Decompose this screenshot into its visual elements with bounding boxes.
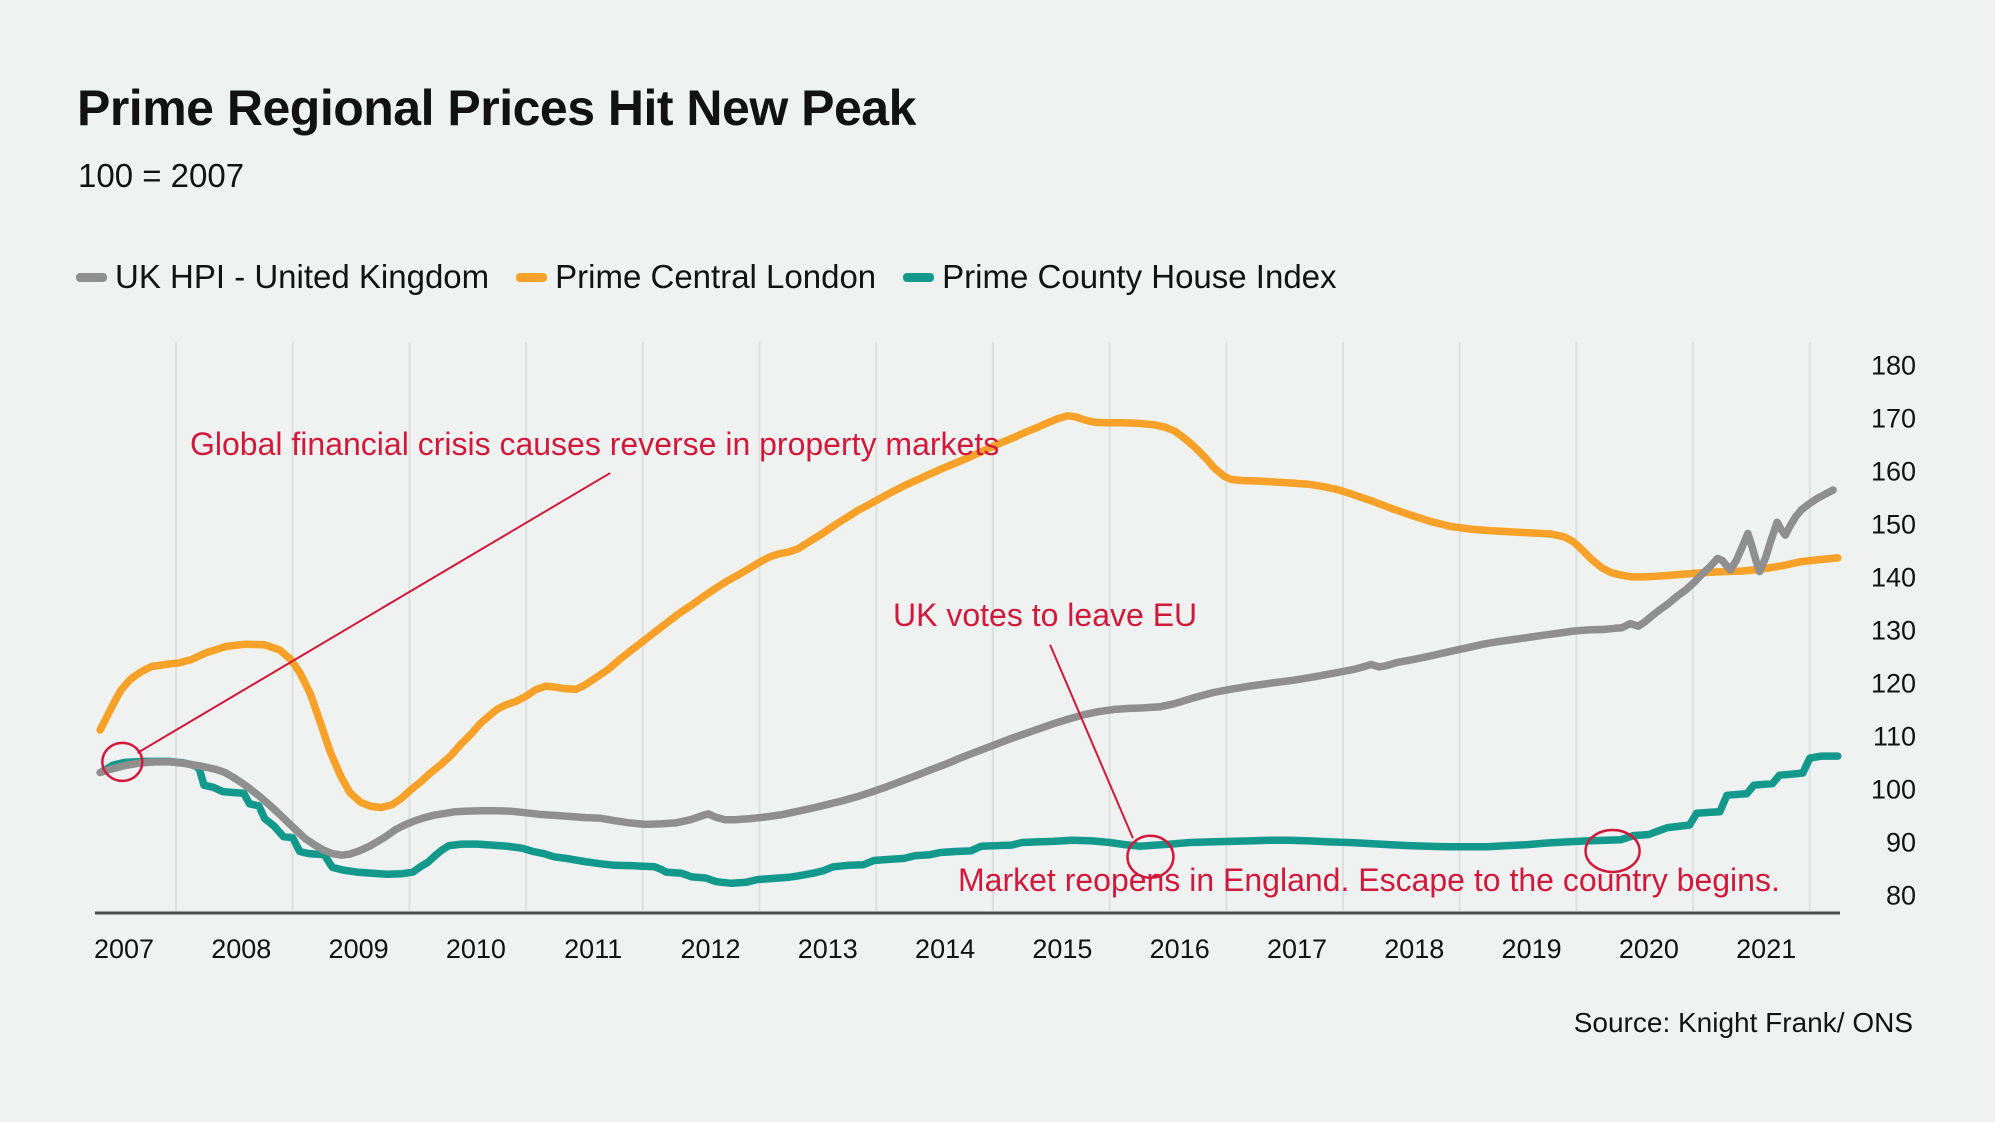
prime-central-london-swatch-icon bbox=[516, 272, 548, 282]
uk-hpi-swatch-icon bbox=[76, 272, 107, 282]
svg-text:2015: 2015 bbox=[1032, 934, 1092, 964]
svg-text:170: 170 bbox=[1871, 403, 1916, 433]
prime-county-house-swatch-icon bbox=[903, 272, 935, 282]
legend: UK HPI - United Kingdom Prime Central Lo… bbox=[76, 258, 1364, 296]
svg-text:2012: 2012 bbox=[680, 934, 740, 964]
svg-text:180: 180 bbox=[1871, 350, 1916, 380]
svg-text:2018: 2018 bbox=[1384, 934, 1444, 964]
annotation-gfc: Global financial crisis causes reverse i… bbox=[190, 426, 1000, 462]
svg-text:2017: 2017 bbox=[1267, 934, 1327, 964]
svg-text:130: 130 bbox=[1871, 615, 1916, 645]
svg-text:2014: 2014 bbox=[915, 934, 975, 964]
source-credit: Source: Knight Frank/ ONS bbox=[1573, 1007, 1913, 1038]
annotation-brexit: UK votes to leave EU bbox=[893, 597, 1198, 633]
svg-text:160: 160 bbox=[1871, 456, 1916, 486]
svg-text:2010: 2010 bbox=[446, 934, 506, 964]
page-title: Prime Regional Prices Hit New Peak bbox=[77, 80, 916, 136]
svg-text:2016: 2016 bbox=[1150, 934, 1210, 964]
legend-label-uk-hpi: UK HPI - United Kingdom bbox=[115, 258, 490, 295]
svg-text:90: 90 bbox=[1886, 827, 1916, 857]
svg-text:2020: 2020 bbox=[1619, 934, 1679, 964]
legend-label-prime-central-london: Prime Central London bbox=[555, 258, 877, 295]
svg-text:2009: 2009 bbox=[329, 934, 389, 964]
svg-text:140: 140 bbox=[1871, 562, 1916, 592]
legend-item-uk-hpi: UK HPI - United Kingdom bbox=[76, 258, 489, 296]
svg-text:2013: 2013 bbox=[798, 934, 858, 964]
svg-text:80: 80 bbox=[1886, 880, 1916, 910]
legend-label-prime-county-house: Prime County House Index bbox=[942, 258, 1337, 295]
svg-text:2011: 2011 bbox=[564, 934, 622, 964]
svg-text:150: 150 bbox=[1871, 509, 1916, 539]
annotation-reopen: Market reopens in England. Escape to the… bbox=[958, 862, 1780, 898]
svg-text:120: 120 bbox=[1871, 668, 1916, 698]
chart-subtitle: 100 = 2007 bbox=[78, 157, 245, 194]
svg-text:2008: 2008 bbox=[211, 934, 271, 964]
svg-text:2007: 2007 bbox=[94, 934, 154, 964]
legend-item-prime-county-house: Prime County House Index bbox=[903, 258, 1337, 296]
svg-text:100: 100 bbox=[1871, 774, 1916, 804]
svg-text:2021: 2021 bbox=[1736, 934, 1796, 964]
legend-item-prime-central-london: Prime Central London bbox=[516, 258, 876, 296]
svg-text:110: 110 bbox=[1873, 721, 1916, 751]
svg-text:2019: 2019 bbox=[1502, 934, 1562, 964]
